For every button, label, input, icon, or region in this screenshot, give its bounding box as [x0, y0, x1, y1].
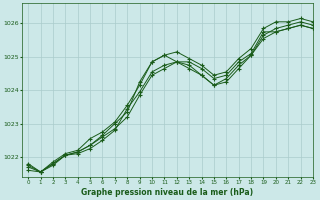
- X-axis label: Graphe pression niveau de la mer (hPa): Graphe pression niveau de la mer (hPa): [82, 188, 253, 197]
